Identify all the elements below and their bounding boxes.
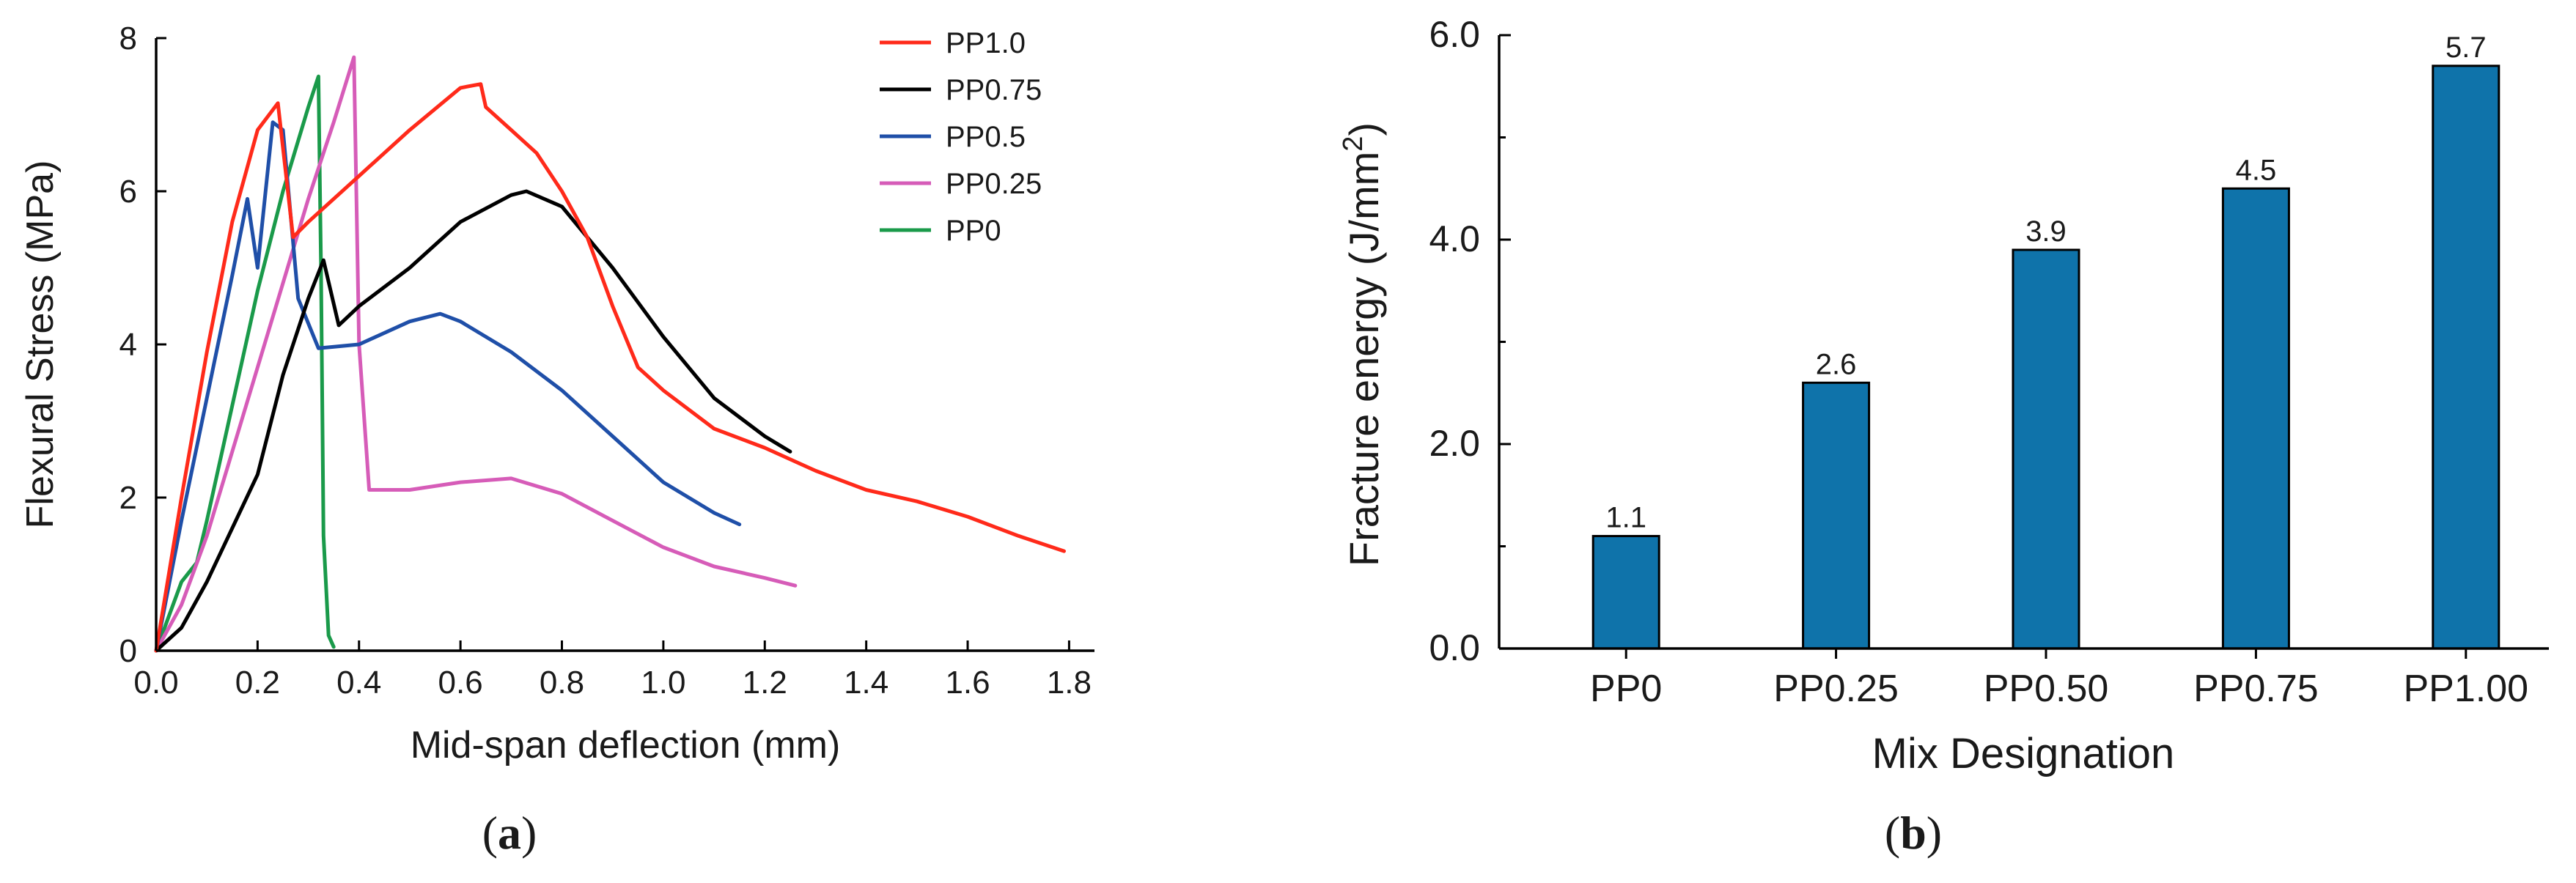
panel-a-x-tick-label: 0.2	[235, 665, 280, 701]
panel-a-x-tick-label: 1.6	[945, 665, 990, 701]
panel-b-y-tick-label: 4.0	[1429, 218, 1480, 259]
panel-a-ticks: 0.0 0.2 0.4 0.6 0.8 1.0 1.2 1.4 1.6 1.8 0 2 4 6 8	[119, 21, 1092, 701]
panel-b-ticks: 0.0 2.0 4.0 6.0	[1429, 14, 1511, 668]
panel-a-x-tick-label: 1.4	[844, 665, 888, 701]
panel-b-x-tick-label: PP0	[1590, 668, 1662, 710]
panel-b-x-axis-title: Mix Designation	[1872, 730, 2175, 777]
panel-a-series-group	[154, 55, 1066, 653]
panel-b-label: (b)	[1885, 807, 1942, 859]
panel-b-x-tick-label: PP0.75	[2193, 668, 2319, 710]
series-line-pp0	[154, 74, 336, 653]
panel-a-x-tick-label: 0.4	[336, 665, 381, 701]
legend-label: PP0.75	[946, 74, 1042, 106]
panel-b-y-axis-title: Fracture energy (J/mm2)	[1338, 122, 1387, 566]
bar-pp0-50	[2012, 248, 2080, 650]
panel-a-y-tick-label: 6	[119, 174, 137, 210]
panel-a-x-tick-label: 0.6	[438, 665, 483, 701]
series-line-pp0-25	[154, 55, 798, 653]
bar-pp0	[1591, 535, 1660, 650]
series-line-pp0-75	[154, 189, 792, 653]
panel-a-x-tick-label: 0.0	[133, 665, 178, 701]
bar-value-label: 1.1	[1605, 502, 1646, 534]
legend-label: PP0.25	[946, 168, 1042, 200]
series-line-pp1-0	[154, 82, 1066, 653]
bar-value-label: 4.5	[2236, 154, 2277, 186]
panel-a-label: (a)	[482, 807, 537, 859]
bar-value-label: 5.7	[2446, 32, 2487, 64]
panel-b-x-tick-label: PP1.00	[2404, 668, 2529, 710]
legend-label: PP1.0	[946, 27, 1026, 59]
bar-pp0-75	[2221, 187, 2290, 650]
panel-a-x-axis-title: Mid-span deflection (mm)	[411, 724, 841, 766]
panel-b-x-tick-label: PP0.50	[1984, 668, 2109, 710]
panel-a-x-tick-label: 1.8	[1047, 665, 1092, 701]
panel-b-x-tick-label: PP0.25	[1773, 668, 1899, 710]
legend-label: PP0	[946, 215, 1001, 247]
panel-a-y-tick-label: 8	[119, 21, 137, 56]
legend-label: PP0.5	[946, 121, 1026, 153]
panel-b-y-tick-label: 0.0	[1429, 627, 1480, 668]
bar-value-label: 3.9	[2025, 215, 2067, 248]
panel-b-bars-group: 1.1 PP0 2.6 PP0.25 3.9 PP0.50 4.5 PP0.75 5.7 PP1.…	[1590, 32, 2528, 710]
panel-a-line-chart: 0.0 0.2 0.4 0.6 0.8 1.0 1.2 1.4 1.6 1.8 0 2 4 6 8 Mid-…	[19, 21, 1094, 859]
series-line-pp0-5	[154, 120, 742, 653]
panel-a-x-tick-label: 0.8	[540, 665, 584, 701]
panel-a-x-tick-label: 1.0	[641, 665, 685, 701]
panel-a-y-tick-label: 0	[119, 633, 137, 669]
panel-b-y-tick-label: 2.0	[1429, 423, 1480, 464]
panel-a-legend: PP1.0 PP0.75 PP0.5 PP0.25 PP0	[880, 27, 1042, 247]
bar-pp0-25	[1802, 381, 1871, 650]
bar-pp1-00	[2432, 64, 2500, 650]
panel-a-y-axis-title: Flexural Stress (MPa)	[19, 160, 62, 529]
panel-a-y-tick-label: 2	[119, 480, 137, 516]
bar-value-label: 2.6	[1816, 348, 1857, 380]
panel-b-y-tick-label: 6.0	[1429, 14, 1480, 55]
panel-b-bar-chart: 0.0 2.0 4.0 6.0 1.1 PP0 2.6 PP0.25 3.9 PP0.50 4.5…	[1338, 14, 2549, 859]
panel-a-y-tick-label: 4	[119, 327, 137, 363]
panel-a-x-tick-label: 1.2	[743, 665, 787, 701]
